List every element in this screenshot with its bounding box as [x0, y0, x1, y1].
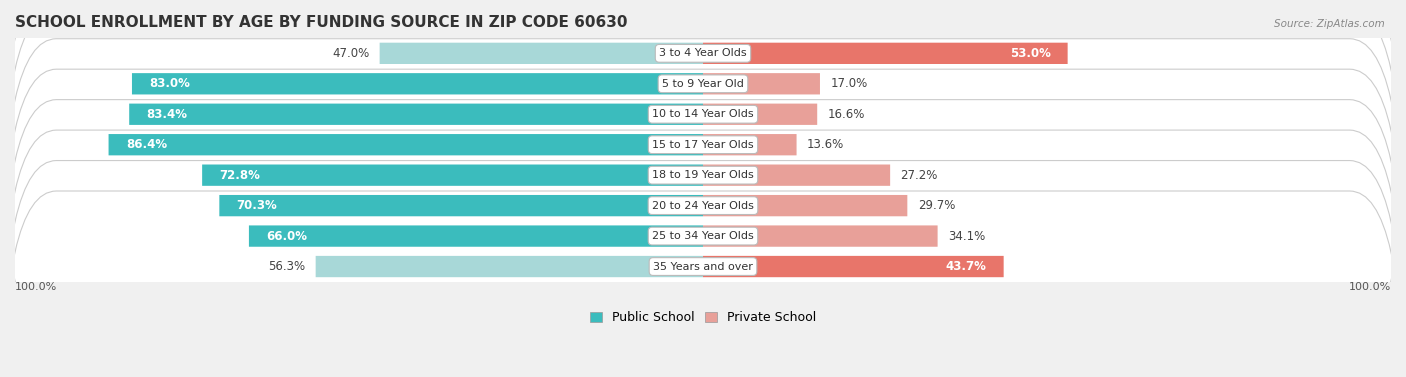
FancyBboxPatch shape	[703, 104, 817, 125]
Text: 18 to 19 Year Olds: 18 to 19 Year Olds	[652, 170, 754, 180]
Text: 70.3%: 70.3%	[236, 199, 277, 212]
FancyBboxPatch shape	[1, 68, 1405, 377]
FancyBboxPatch shape	[202, 164, 703, 186]
Text: Source: ZipAtlas.com: Source: ZipAtlas.com	[1274, 19, 1385, 29]
Text: 47.0%: 47.0%	[332, 47, 370, 60]
FancyBboxPatch shape	[249, 225, 703, 247]
Text: 20 to 24 Year Olds: 20 to 24 Year Olds	[652, 201, 754, 211]
Text: 53.0%: 53.0%	[1010, 47, 1050, 60]
Text: 27.2%: 27.2%	[900, 169, 938, 182]
FancyBboxPatch shape	[316, 256, 703, 277]
FancyBboxPatch shape	[703, 43, 1067, 64]
FancyBboxPatch shape	[703, 256, 1004, 277]
Text: 86.4%: 86.4%	[125, 138, 167, 151]
Text: 100.0%: 100.0%	[1348, 282, 1391, 293]
FancyBboxPatch shape	[703, 73, 820, 95]
FancyBboxPatch shape	[703, 134, 797, 155]
Text: 35 Years and over: 35 Years and over	[652, 262, 754, 271]
FancyBboxPatch shape	[219, 195, 703, 216]
FancyBboxPatch shape	[703, 195, 907, 216]
Text: 83.0%: 83.0%	[149, 77, 190, 90]
Text: 5 to 9 Year Old: 5 to 9 Year Old	[662, 79, 744, 89]
FancyBboxPatch shape	[1, 0, 1405, 252]
Text: 43.7%: 43.7%	[946, 260, 987, 273]
Text: 72.8%: 72.8%	[219, 169, 260, 182]
Text: 16.6%: 16.6%	[828, 108, 865, 121]
FancyBboxPatch shape	[1, 98, 1405, 377]
Text: 66.0%: 66.0%	[266, 230, 307, 242]
Text: 83.4%: 83.4%	[146, 108, 187, 121]
Legend: Public School, Private School: Public School, Private School	[585, 306, 821, 329]
Text: 10 to 14 Year Olds: 10 to 14 Year Olds	[652, 109, 754, 119]
Text: SCHOOL ENROLLMENT BY AGE BY FUNDING SOURCE IN ZIP CODE 60630: SCHOOL ENROLLMENT BY AGE BY FUNDING SOUR…	[15, 15, 627, 30]
FancyBboxPatch shape	[703, 164, 890, 186]
FancyBboxPatch shape	[1, 0, 1405, 282]
Text: 29.7%: 29.7%	[918, 199, 955, 212]
FancyBboxPatch shape	[1, 7, 1405, 343]
Text: 100.0%: 100.0%	[15, 282, 58, 293]
FancyBboxPatch shape	[1, 0, 1405, 313]
Text: 34.1%: 34.1%	[948, 230, 986, 242]
Text: 17.0%: 17.0%	[831, 77, 868, 90]
FancyBboxPatch shape	[132, 73, 703, 95]
FancyBboxPatch shape	[703, 225, 938, 247]
FancyBboxPatch shape	[380, 43, 703, 64]
Text: 56.3%: 56.3%	[269, 260, 305, 273]
FancyBboxPatch shape	[108, 134, 703, 155]
Text: 25 to 34 Year Olds: 25 to 34 Year Olds	[652, 231, 754, 241]
Text: 15 to 17 Year Olds: 15 to 17 Year Olds	[652, 140, 754, 150]
FancyBboxPatch shape	[129, 104, 703, 125]
FancyBboxPatch shape	[1, 0, 1405, 221]
FancyBboxPatch shape	[1, 37, 1405, 374]
Text: 3 to 4 Year Olds: 3 to 4 Year Olds	[659, 48, 747, 58]
Text: 13.6%: 13.6%	[807, 138, 844, 151]
